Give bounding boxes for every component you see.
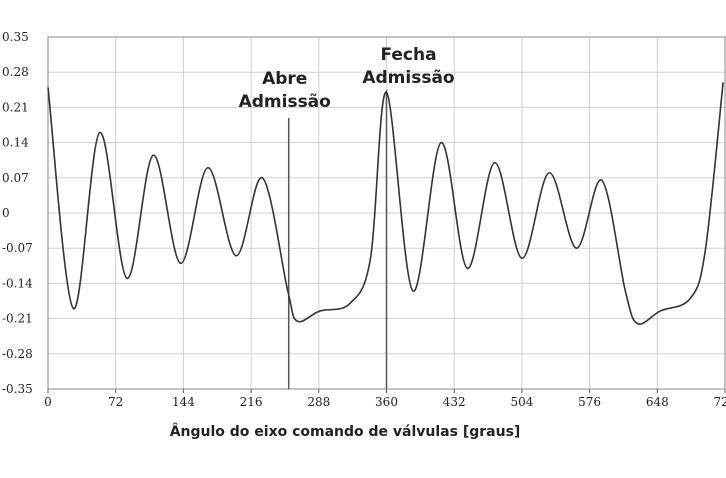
y-tick-label: -0.28	[2, 347, 33, 361]
x-tick-label: 216	[240, 395, 263, 409]
x-tick-label: 360	[375, 395, 398, 409]
x-tick-label: 288	[307, 395, 330, 409]
x-tick-label: 504	[510, 395, 533, 409]
y-tick-label: -0.07	[2, 241, 33, 255]
y-tick-label: 0.07	[2, 171, 29, 185]
x-tick-label: 432	[443, 395, 466, 409]
x-tick-label: 144	[172, 395, 195, 409]
y-tick-label: 0.35	[2, 30, 29, 44]
x-tick-label: 648	[646, 395, 669, 409]
y-tick-label: 0.28	[2, 65, 29, 79]
annotation-label: Admissão	[362, 68, 454, 88]
y-tick-label: 0	[2, 206, 10, 220]
annotation-label: Abre	[262, 69, 307, 89]
y-tick-label: 0.14	[2, 136, 29, 150]
x-tick-label: 576	[578, 395, 601, 409]
y-tick-label: -0.14	[2, 276, 33, 290]
y-tick-label: -0.35	[2, 382, 33, 396]
y-tick-label: -0.21	[2, 312, 33, 326]
annotation-label: Fecha	[380, 45, 436, 65]
annotation-label: Admissão	[239, 92, 331, 112]
x-tick-label: 720	[714, 395, 726, 409]
x-tick-label: 72	[108, 395, 123, 409]
x-axis-title: Ângulo do eixo comando de válvulas [grau…	[170, 423, 521, 440]
data-line	[47, 82, 724, 326]
x-tick-label: 0	[44, 395, 52, 409]
y-tick-label: 0.21	[2, 100, 29, 114]
